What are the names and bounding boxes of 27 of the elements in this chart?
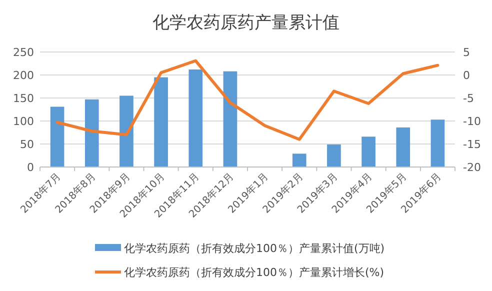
bar	[223, 71, 238, 167]
bar	[362, 136, 376, 167]
bar	[84, 99, 99, 167]
chart-title: 化学农药原药产量累计值	[152, 13, 340, 33]
bar	[154, 77, 168, 167]
y-tick-label: 100	[13, 115, 34, 128]
bar	[188, 69, 203, 167]
bar	[120, 96, 134, 167]
line-series	[56, 59, 440, 141]
bar	[50, 106, 64, 167]
y-tick-label: 0	[27, 161, 34, 174]
bar	[327, 144, 341, 167]
bar	[430, 120, 445, 167]
y2-tick-label: -10	[463, 115, 481, 128]
y2-tick-label: -20	[463, 161, 481, 174]
y-tick-label: 50	[20, 138, 34, 151]
y2-tick-label: -15	[463, 138, 481, 151]
bar	[396, 127, 410, 167]
legend-label: 化学农药原药（折有效成分100％）产量累计值(万吨)	[124, 242, 385, 255]
y2-tick-label: 5	[463, 46, 470, 59]
y-tick-label: 150	[13, 92, 34, 105]
bar	[292, 154, 306, 167]
legend-label: 化学农药原药（折有效成分100％）产量累计增长(%)	[124, 266, 384, 279]
y-tick-label: 250	[13, 46, 34, 59]
y2-tick-label: -5	[463, 92, 474, 105]
y-tick-label: 200	[13, 69, 34, 82]
y2-tick-label: 0	[463, 69, 470, 82]
